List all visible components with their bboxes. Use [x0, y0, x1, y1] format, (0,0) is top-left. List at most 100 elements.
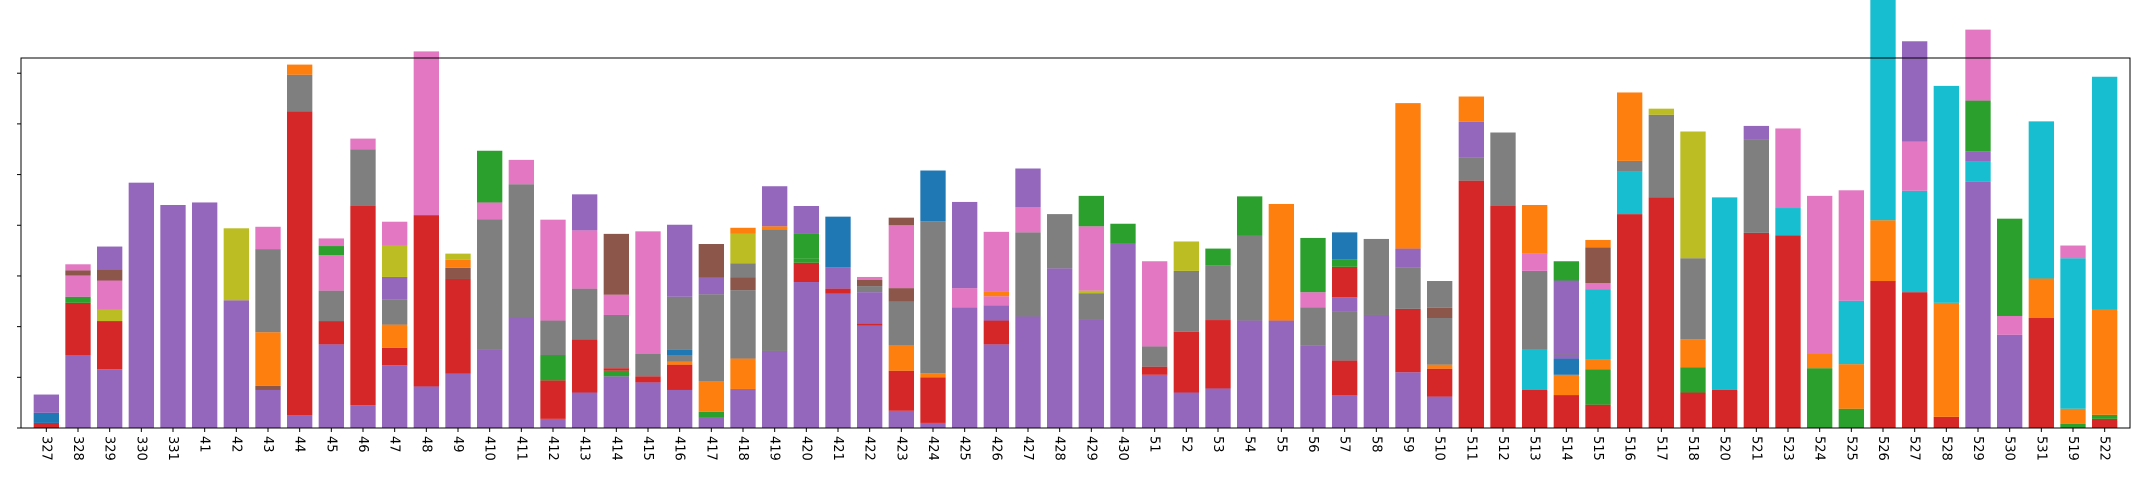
bar-segment-517-2 [1648, 108, 1674, 115]
bar-stack-420 [793, 206, 819, 428]
bar-segment-427-1 [1015, 232, 1041, 317]
bar-segment-425-1 [952, 288, 978, 308]
bar-segment-47-3 [382, 299, 408, 325]
bar-segment-328-3 [65, 275, 91, 297]
bar-stack-328 [65, 264, 91, 428]
bar-segment-59-1 [1395, 308, 1421, 373]
bar-segment-519-1 [2060, 408, 2086, 424]
bar-segment-416-4 [667, 349, 693, 356]
bar-segment-422-3 [857, 286, 883, 293]
bar-segment-52-1 [1173, 331, 1199, 393]
bar-segment-514-3 [1553, 354, 1579, 359]
bar-segment-520-0 [1712, 389, 1738, 428]
bar-segment-51-0 [1142, 374, 1168, 428]
x-tick-label-523: 523 [1780, 436, 1795, 461]
bar-segment-529-2 [1965, 151, 1991, 162]
x-tick-label-525: 525 [1843, 436, 1858, 461]
bar-segment-416-2 [667, 361, 693, 365]
bar-segment-44-0 [287, 415, 313, 428]
bar-segment-510-0 [1427, 396, 1453, 428]
bar-segment-51-1 [1142, 366, 1168, 375]
bar-stack-526 [1870, 0, 1896, 428]
bar-segment-414-2 [603, 368, 629, 371]
bar-segment-412-2 [540, 355, 566, 381]
bar-segment-423-0 [888, 410, 914, 428]
x-tick-label-328: 328 [70, 436, 85, 461]
bar-segment-44-3 [287, 64, 313, 75]
bar-stack-511 [1458, 96, 1484, 428]
bar-segment-417-2 [698, 381, 724, 412]
bar-segment-57-5 [1332, 259, 1358, 267]
bar-segment-416-5 [667, 296, 693, 350]
bar-segment-45-5 [318, 238, 344, 247]
x-tick-label-414: 414 [608, 436, 623, 461]
bar-segment-519-3 [2060, 245, 2086, 259]
bar-segment-56-0 [1300, 345, 1326, 428]
bar-stack-524 [1807, 195, 1833, 428]
bar-segment-43-2 [255, 332, 281, 386]
bar-stack-521 [1743, 125, 1769, 428]
bar-stack-421 [825, 216, 851, 428]
x-tick-label-524: 524 [1812, 436, 1827, 461]
bar-segment-525-1 [1838, 364, 1864, 409]
bar-segment-51-2 [1142, 346, 1168, 367]
x-tick-label-519: 519 [2065, 436, 2080, 461]
bar-stack-518 [1680, 131, 1706, 428]
bar-stack-527 [1902, 41, 1928, 428]
bar-segment-517-0 [1648, 197, 1674, 428]
bar-segment-427-2 [1015, 207, 1041, 233]
bar-stack-49 [445, 253, 471, 428]
bar-segment-530-1 [1997, 315, 2023, 335]
bar-segment-329-4 [97, 269, 123, 281]
bar-stack-412 [540, 219, 566, 428]
bar-segment-53-1 [1205, 320, 1231, 389]
bar-segment-515-2 [1585, 359, 1611, 370]
bar-segment-46-1 [350, 206, 376, 406]
bar-stack-52 [1173, 241, 1199, 428]
bar-segment-510-2 [1427, 364, 1453, 369]
bar-segment-54-2 [1237, 196, 1263, 236]
bar-segment-523-0 [1775, 235, 1801, 428]
x-tick-label-329: 329 [102, 436, 117, 461]
bar-segment-412-4 [540, 219, 566, 321]
x-tick-label-423: 423 [893, 436, 908, 461]
bar-segment-418-2 [730, 290, 756, 359]
bar-segment-420-1 [793, 262, 819, 283]
bar-segment-511-3 [1458, 96, 1484, 122]
bar-segment-516-3 [1617, 92, 1643, 161]
bar-segment-410-1 [477, 219, 503, 350]
x-tick-label-516: 516 [1622, 436, 1637, 461]
bar-segment-330-0 [128, 182, 154, 428]
bar-segment-417-0 [698, 417, 724, 428]
bar-segment-59-0 [1395, 372, 1421, 428]
x-tick-label-429: 429 [1083, 436, 1098, 461]
bar-stack-54 [1237, 196, 1263, 428]
bar-segment-48-1 [413, 215, 439, 387]
bar-stack-55 [1268, 203, 1294, 428]
bar-segment-423-5 [888, 225, 914, 289]
bar-segment-328-5 [65, 264, 91, 271]
bar-segment-412-3 [540, 320, 566, 356]
bar-segment-426-1 [983, 320, 1009, 345]
bar-stack-416 [667, 224, 693, 428]
x-tick-label-56: 56 [1305, 436, 1320, 453]
bar-segment-521-2 [1743, 125, 1769, 140]
x-tick-label-513: 513 [1527, 436, 1542, 461]
bar-segment-522-3 [2092, 76, 2118, 310]
bar-stack-46 [350, 138, 376, 428]
bar-segment-426-2 [983, 305, 1009, 321]
bar-segment-510-1 [1427, 368, 1453, 397]
bar-segment-527-1 [1902, 190, 1928, 293]
bar-segment-510-4 [1427, 307, 1453, 319]
x-tick-label-527: 527 [1907, 436, 1922, 461]
bar-segment-517-1 [1648, 114, 1674, 198]
bar-segment-47-2 [382, 324, 408, 348]
bar-segment-44-1 [287, 111, 313, 416]
bar-stack-43 [255, 226, 281, 428]
bar-segment-413-4 [572, 194, 598, 231]
bar-segment-415-1 [635, 376, 661, 383]
bar-segment-428-1 [1047, 214, 1073, 269]
bar-segment-52-0 [1173, 392, 1199, 428]
bar-segment-513-4 [1522, 204, 1548, 254]
bar-stack-426 [983, 231, 1009, 428]
